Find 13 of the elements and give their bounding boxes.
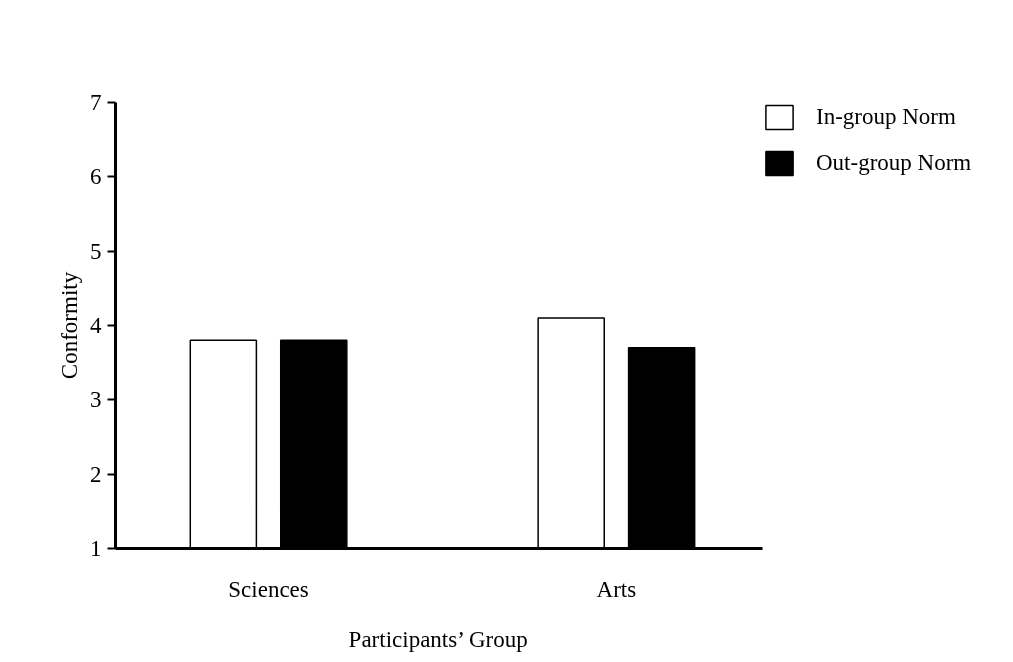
y-tick-label: 5 — [90, 238, 102, 264]
x-axis-title: Participants’ Group — [348, 626, 528, 652]
y-tick-label: 1 — [90, 536, 102, 561]
y-tick-label: 4 — [90, 313, 102, 338]
legend-label: In-group Norm — [816, 104, 956, 130]
x-tick-label: Sciences — [228, 576, 309, 602]
y-tick-label: 2 — [90, 461, 102, 487]
legend-label: Out-group Norm — [816, 150, 972, 176]
y-tick-label: 3 — [90, 387, 102, 413]
y-tick-label: 6 — [90, 164, 102, 190]
y-axis-title: Conformity — [57, 271, 82, 380]
x-tick-label: Arts — [596, 576, 637, 602]
y-tick-label: 7 — [90, 90, 102, 115]
